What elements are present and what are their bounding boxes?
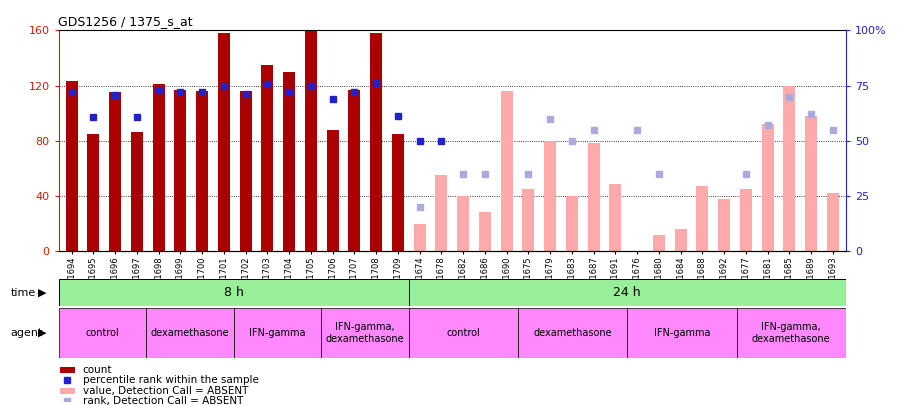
Bar	[305, 30, 317, 251]
Bar	[479, 213, 490, 251]
Text: time: time	[11, 288, 36, 298]
Text: agent: agent	[11, 328, 43, 338]
Bar	[239, 91, 252, 251]
Bar	[566, 196, 578, 251]
Bar	[609, 183, 621, 251]
Bar	[544, 141, 556, 251]
Text: value, Detection Call = ABSENT: value, Detection Call = ABSENT	[83, 386, 248, 396]
Bar	[327, 130, 338, 251]
Bar	[740, 189, 752, 251]
Bar	[261, 65, 274, 251]
Bar	[87, 134, 99, 251]
Bar	[348, 90, 360, 251]
Text: dexamethasone: dexamethasone	[150, 328, 230, 338]
Bar	[153, 84, 165, 251]
Bar	[218, 33, 230, 251]
Bar	[588, 143, 599, 251]
Bar	[109, 92, 121, 251]
Bar	[827, 193, 839, 251]
Text: ▶: ▶	[38, 288, 46, 298]
Bar	[409, 308, 518, 358]
Bar	[284, 72, 295, 251]
Bar	[409, 279, 846, 306]
Text: count: count	[83, 365, 112, 375]
Bar	[60, 388, 75, 394]
Bar	[500, 91, 513, 251]
Bar	[675, 229, 687, 251]
Bar	[806, 116, 817, 251]
Text: 8 h: 8 h	[223, 286, 243, 299]
Bar	[736, 308, 846, 358]
Text: ▶: ▶	[38, 328, 46, 338]
Text: dexamethasone: dexamethasone	[533, 328, 612, 338]
Text: GDS1256 / 1375_s_at: GDS1256 / 1375_s_at	[58, 15, 194, 28]
Bar	[718, 199, 730, 251]
Bar	[784, 85, 796, 251]
Bar	[522, 189, 535, 251]
Text: control: control	[86, 328, 119, 338]
Bar	[175, 90, 186, 251]
Bar	[697, 186, 708, 251]
Bar	[196, 91, 208, 251]
Bar	[414, 224, 426, 251]
Text: IFN-gamma,
dexamethasone: IFN-gamma, dexamethasone	[326, 322, 404, 344]
Bar	[392, 134, 404, 251]
Bar	[66, 81, 77, 251]
Bar	[58, 279, 409, 306]
Text: control: control	[446, 328, 480, 338]
Text: IFN-gamma: IFN-gamma	[249, 328, 305, 338]
Bar	[321, 308, 409, 358]
Bar	[761, 124, 774, 251]
Text: IFN-gamma,
dexamethasone: IFN-gamma, dexamethasone	[752, 322, 831, 344]
Bar	[146, 308, 233, 358]
Bar	[60, 367, 75, 373]
Bar	[518, 308, 627, 358]
Text: rank, Detection Call = ABSENT: rank, Detection Call = ABSENT	[83, 396, 243, 405]
Bar	[370, 33, 382, 251]
Text: 24 h: 24 h	[614, 286, 641, 299]
Bar	[436, 175, 447, 251]
Text: percentile rank within the sample: percentile rank within the sample	[83, 375, 258, 385]
Bar	[58, 308, 146, 358]
Bar	[130, 132, 143, 251]
Bar	[627, 308, 736, 358]
Text: IFN-gamma: IFN-gamma	[653, 328, 710, 338]
Bar	[652, 234, 665, 251]
Bar	[457, 196, 469, 251]
Bar	[233, 308, 321, 358]
